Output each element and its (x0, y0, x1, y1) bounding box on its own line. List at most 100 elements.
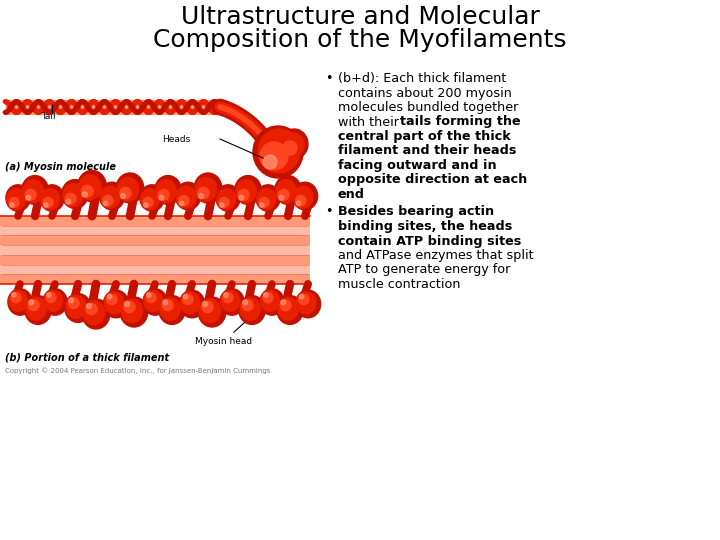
Ellipse shape (22, 176, 48, 205)
Ellipse shape (141, 188, 160, 210)
Ellipse shape (282, 133, 304, 157)
Ellipse shape (107, 294, 117, 305)
Ellipse shape (68, 298, 79, 308)
Ellipse shape (103, 201, 108, 206)
Ellipse shape (275, 176, 301, 205)
Bar (0, 216, 310, 226)
Text: •: • (325, 72, 333, 85)
Ellipse shape (280, 129, 308, 159)
Ellipse shape (84, 301, 104, 325)
Ellipse shape (296, 195, 306, 206)
Ellipse shape (104, 290, 129, 318)
Text: Composition of the Myofilaments: Composition of the Myofilaments (153, 28, 567, 52)
Ellipse shape (293, 186, 313, 208)
Ellipse shape (26, 195, 31, 200)
Ellipse shape (179, 201, 184, 206)
Ellipse shape (283, 141, 297, 155)
Ellipse shape (78, 171, 107, 201)
Bar (0, 255, 310, 265)
Ellipse shape (198, 297, 226, 327)
Ellipse shape (103, 195, 113, 206)
Text: opposite direction at each: opposite direction at each (338, 173, 527, 186)
Ellipse shape (238, 190, 249, 200)
Text: muscle contraction: muscle contraction (338, 278, 461, 291)
Text: with their: with their (338, 116, 403, 129)
Bar (0, 226, 310, 235)
Ellipse shape (8, 289, 32, 315)
Text: Copyright © 2004 Pearson Education, Inc., for Janssen-Benjamin Cummings: Copyright © 2004 Pearson Education, Inc.… (5, 367, 271, 374)
Text: (b+d): Each thick filament: (b+d): Each thick filament (338, 72, 506, 85)
Bar (0, 245, 310, 255)
Ellipse shape (295, 290, 320, 318)
Text: (a) Myosin molecule: (a) Myosin molecule (5, 162, 116, 172)
Ellipse shape (116, 173, 144, 203)
Ellipse shape (224, 293, 228, 297)
Ellipse shape (221, 291, 240, 312)
Text: molecules bundled together: molecules bundled together (338, 101, 518, 114)
Ellipse shape (296, 201, 301, 206)
Ellipse shape (260, 289, 284, 315)
Ellipse shape (279, 195, 284, 200)
Ellipse shape (82, 299, 109, 329)
Ellipse shape (104, 292, 124, 314)
Ellipse shape (65, 294, 91, 322)
Bar (0, 265, 310, 274)
Ellipse shape (278, 298, 298, 320)
Ellipse shape (235, 176, 261, 205)
Ellipse shape (240, 298, 261, 320)
Ellipse shape (12, 293, 16, 297)
Text: contains about 200 myosin: contains about 200 myosin (338, 86, 512, 99)
Ellipse shape (66, 295, 86, 318)
Ellipse shape (155, 176, 181, 205)
Ellipse shape (258, 129, 300, 173)
Ellipse shape (220, 203, 224, 207)
Ellipse shape (223, 293, 233, 302)
Ellipse shape (44, 291, 63, 312)
Ellipse shape (107, 294, 112, 299)
Ellipse shape (242, 300, 253, 310)
Bar (0, 235, 310, 245)
Ellipse shape (41, 188, 60, 210)
Ellipse shape (253, 126, 303, 178)
Ellipse shape (183, 294, 193, 305)
Ellipse shape (195, 177, 217, 201)
Ellipse shape (66, 193, 76, 204)
Ellipse shape (28, 300, 39, 310)
Ellipse shape (199, 193, 204, 199)
Ellipse shape (243, 300, 248, 305)
Ellipse shape (122, 299, 143, 322)
Ellipse shape (264, 293, 268, 297)
Ellipse shape (280, 300, 291, 310)
Ellipse shape (299, 294, 309, 305)
Ellipse shape (162, 300, 173, 310)
Ellipse shape (140, 185, 164, 211)
Ellipse shape (184, 294, 188, 299)
Ellipse shape (82, 192, 87, 197)
Ellipse shape (217, 188, 235, 210)
Ellipse shape (29, 300, 34, 305)
Ellipse shape (260, 142, 288, 170)
Ellipse shape (292, 182, 318, 210)
Ellipse shape (163, 300, 168, 305)
Ellipse shape (40, 185, 64, 211)
Ellipse shape (276, 295, 303, 325)
Ellipse shape (63, 184, 84, 207)
Ellipse shape (7, 188, 26, 210)
Ellipse shape (239, 295, 265, 325)
Ellipse shape (259, 198, 269, 207)
Ellipse shape (300, 294, 304, 299)
Ellipse shape (44, 203, 48, 207)
Ellipse shape (6, 185, 30, 211)
Ellipse shape (124, 301, 135, 313)
Ellipse shape (181, 292, 200, 314)
Ellipse shape (86, 303, 97, 315)
Ellipse shape (79, 175, 101, 200)
Ellipse shape (9, 291, 27, 312)
Ellipse shape (199, 299, 220, 322)
Text: Besides bearing actin: Besides bearing actin (338, 206, 494, 219)
Text: end: end (338, 188, 365, 201)
Ellipse shape (198, 187, 209, 199)
Text: (b) Portion of a thick filament: (b) Portion of a thick filament (5, 352, 169, 362)
Text: ATP to generate energy for: ATP to generate energy for (338, 264, 510, 276)
Text: tails forming the: tails forming the (400, 116, 521, 129)
